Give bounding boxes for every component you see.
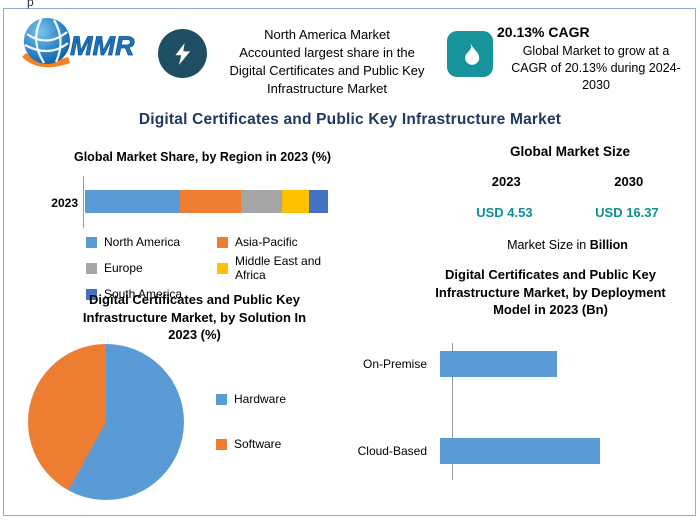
legend-label: Asia-Pacific [235, 235, 298, 249]
market-size-value-2023: USD 4.53 [476, 205, 533, 220]
cagr-text: Global Market to grow at a CAGR of 20.13… [511, 44, 681, 92]
solution-pie [28, 344, 184, 500]
legend-item-hardware: Hardware [216, 392, 286, 406]
legend-label: Europe [104, 261, 143, 275]
bar-segment-north-america [85, 190, 180, 213]
deployment-bar [440, 438, 600, 464]
legend-item-software: Software [216, 437, 286, 451]
stray-character: p [27, 0, 34, 9]
market-size-years: 2023 2030 [445, 174, 690, 189]
deployment-chart-title: Digital Certificates and Public Key Infr… [435, 267, 666, 318]
deployment-row-cloud-based: Cloud-Based [348, 438, 600, 464]
legend-label: North America [104, 235, 181, 249]
page-border [3, 8, 696, 516]
cagr-title: 20.13% CAGR [497, 24, 590, 40]
deployment-bar [440, 351, 557, 377]
mmr-logo: MMR [16, 12, 152, 80]
market-size-title: Global Market Size [509, 144, 631, 159]
legend-swatch [216, 393, 227, 405]
legend-item-north-america: North America [86, 235, 217, 249]
deployment-category-label: On-Premise [362, 357, 427, 371]
region-chart-title: Global Market Share, by Region in 2023 (… [73, 150, 331, 164]
callout-cagr: 20.13% CAGR Global Market to grow at a C… [497, 24, 695, 94]
legend-item-asia-pacific: Asia-Pacific [217, 235, 351, 249]
bar-segment-europe [240, 190, 282, 213]
bar-segment-south-america [308, 190, 328, 213]
logo-text: MMR [70, 31, 135, 61]
legend-swatch [86, 236, 97, 248]
region-axis-label: 2023 [51, 196, 78, 210]
legend-item-south-america: South America [86, 287, 217, 301]
legend-label: South America [104, 287, 183, 301]
market-size-note: Market Size in Billion [445, 238, 690, 252]
flame-icon [447, 31, 493, 77]
region-legend: North America Asia-Pacific Europe Middle Ea… [86, 235, 351, 301]
legend-label: Software [234, 437, 282, 451]
callout-north-america-text: North America Market Accounted largest s… [229, 27, 425, 96]
deployment-row-on-premise: On-Premise [348, 351, 600, 377]
region-y-axis [83, 176, 84, 228]
legend-swatch [86, 288, 97, 300]
legend-item-middle-east-and-africa: Middle East and Africa [217, 254, 351, 282]
solution-legend: Hardware Software [216, 392, 286, 451]
bar-segment-asia-pacific [179, 190, 241, 213]
legend-item-europe: Europe [86, 254, 217, 282]
lightning-icon [158, 29, 207, 78]
legend-label: Middle East and Africa [235, 254, 322, 282]
deployment-y-axis [452, 343, 453, 480]
legend-swatch [86, 262, 97, 274]
legend-label: Hardware [234, 392, 287, 406]
solution-chart-title: Digital Certificates and Public Key Infr… [82, 292, 307, 343]
market-size-note-prefix: Market Size in [507, 238, 590, 252]
legend-swatch [216, 438, 227, 450]
market-size-note-unit: Billion [589, 238, 628, 252]
deployment-category-label: Cloud-Based [357, 444, 427, 458]
globe-icon: MMR [22, 18, 135, 68]
region-stacked-bar [85, 190, 328, 213]
legend-swatch [217, 236, 228, 248]
page-title: Digital Certificates and Public Key Infr… [138, 111, 562, 128]
market-size-values: USD 4.53 USD 16.37 [445, 205, 690, 220]
legend-swatch [217, 262, 228, 274]
bar-segment-middle-east-and-africa [281, 190, 309, 213]
market-size-year-2023: 2023 [491, 174, 521, 189]
market-size-value-2030: USD 16.37 [595, 205, 659, 220]
deployment-rows: On-Premise Cloud-Based [348, 351, 600, 464]
market-size-year-2030: 2030 [614, 174, 644, 189]
